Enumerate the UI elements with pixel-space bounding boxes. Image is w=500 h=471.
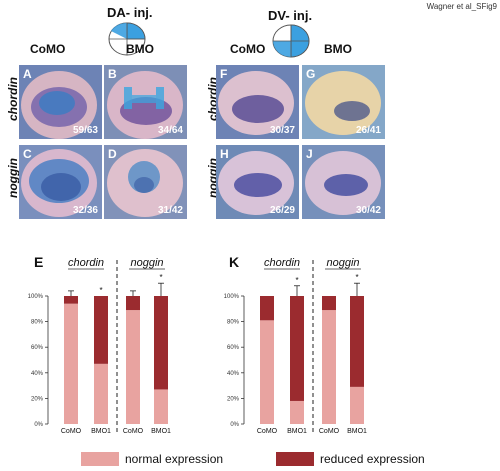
panel-ratio-a: 59/63	[72, 125, 98, 136]
embryo-image-a	[21, 71, 97, 139]
embryo-panel-f: F 30/37	[216, 65, 299, 139]
panel-ratio-h: 26/29	[269, 205, 295, 216]
panel-letter-h: H	[220, 147, 229, 161]
chart-k-group-label: noggin	[326, 257, 359, 269]
panel-letter-f: F	[220, 67, 228, 81]
chart-k-bar-reduced	[350, 296, 364, 387]
legend-label-normal: normal expression	[125, 452, 224, 466]
chart-e-y-tick-label: 20%	[31, 396, 44, 402]
panel-letter-g: G	[306, 67, 316, 81]
embryo-image-d	[107, 149, 183, 217]
right-injection-title: DV- inj.	[268, 8, 313, 23]
chart-e-y-tick-label: 100%	[28, 294, 44, 300]
chart-k-y-tick-label: 20%	[227, 396, 240, 402]
chart-e: chordin noggin 0% 20% 40% 60% 80% 100% CoMO * BMO1…	[28, 257, 171, 434]
embryo-panel-g: G 26/41	[302, 65, 385, 139]
chart-e-x-tick-label: BMO1	[151, 428, 171, 434]
chart-k-y-tick-label: 40%	[227, 371, 240, 377]
legend-swatch-normal	[81, 452, 119, 466]
chart-k-y-tick-label: 80%	[227, 320, 240, 326]
legend-swatch-reduced	[276, 452, 314, 466]
embryo-panel-h: H 26/29	[216, 145, 299, 219]
chart-e-y-tick-label: 80%	[31, 320, 44, 326]
chart-e-significance-mark: *	[99, 286, 102, 295]
panel-letter-a: A	[23, 67, 32, 81]
chart-e-y-tick-label: 40%	[31, 371, 44, 377]
chart-e-x-tick-label: CoMO	[61, 428, 82, 434]
left-group-label-bmo: BMO	[126, 42, 154, 56]
right-group-label-como: CoMO	[230, 42, 266, 56]
legend-label-reduced: reduced expression	[320, 452, 425, 466]
panel-ratio-d: 31/42	[157, 205, 183, 216]
chart-k-y-tick-label: 100%	[224, 294, 240, 300]
chart-k-significance-mark: *	[355, 273, 358, 282]
chart-e-bar-normal	[126, 310, 140, 424]
chart-e-x-tick-label: BMO1	[91, 428, 111, 434]
chart-k-x-tick-label: CoMO	[257, 428, 278, 434]
right-group-label-bmo: BMO	[324, 42, 352, 56]
embryo-image-g	[305, 71, 381, 135]
panel-letter-b: B	[108, 67, 117, 81]
chart-letter-e: E	[34, 254, 44, 270]
panel-ratio-j: 30/42	[355, 205, 381, 216]
chart-k-y-tick-label: 60%	[227, 345, 240, 351]
left-gene-label-noggin: noggin	[6, 158, 20, 198]
left-embryo-schematic	[108, 22, 146, 56]
chart-e-bar-reduced	[94, 296, 108, 364]
panel-ratio-g: 26/41	[355, 125, 381, 136]
panel-ratio-f: 30/37	[269, 125, 295, 136]
chart-k-bar-normal	[290, 400, 304, 424]
embryo-image-f	[218, 71, 294, 135]
chart-k-x-tick-label: CoMO	[319, 428, 340, 434]
panel-letter-c: C	[23, 147, 32, 161]
chart-k-x-tick-label: BMO1	[287, 428, 307, 434]
chart-k-bar-normal	[322, 310, 336, 424]
panel-letter-d: D	[108, 147, 117, 161]
chart-k-bar-normal	[260, 320, 274, 424]
chart-k-x-tick-label: BMO1	[347, 428, 367, 434]
chart-e-bar-normal	[94, 363, 108, 424]
panel-letter-j: J	[306, 147, 313, 161]
chart-k-bar-reduced	[260, 296, 274, 321]
chart-e-group-label: chordin	[68, 257, 104, 269]
figure-credit: Wagner et al_SFig9	[426, 2, 497, 11]
chart-e-group-label: noggin	[130, 257, 163, 269]
chart-e-x-tick-label: CoMO	[123, 428, 144, 434]
chart-e-bar-normal	[154, 389, 168, 424]
chart-k-y-tick-label: 0%	[230, 422, 239, 428]
chart-e-bar-reduced	[154, 296, 168, 390]
embryo-panel-c: C 32/36	[19, 145, 102, 219]
chart-e-y-tick-label: 60%	[31, 345, 44, 351]
embryo-image-j	[305, 151, 381, 215]
chart-e-significance-mark: *	[159, 273, 162, 282]
chart-k-bar-normal	[350, 386, 364, 424]
embryo-image-c	[21, 149, 97, 217]
chart-letter-k: K	[229, 254, 240, 270]
chart-e-bar-normal	[64, 303, 78, 424]
embryo-image-b	[107, 71, 183, 139]
panel-ratio-c: 32/36	[72, 205, 98, 216]
chart-e-y-tick-label: 0%	[34, 422, 43, 428]
chart-k-group-label: chordin	[264, 257, 300, 269]
embryo-panel-j: J 30/42	[302, 145, 385, 219]
embryo-panel-a: A 59/63	[19, 65, 102, 139]
embryo-image-h	[218, 151, 294, 215]
chart-k-bar-reduced	[322, 296, 336, 311]
chart-k-significance-mark: *	[295, 276, 298, 285]
right-embryo-schematic	[272, 24, 310, 58]
embryo-panel-d: D 31/42	[104, 145, 187, 219]
left-injection-title: DA- inj.	[107, 5, 153, 20]
chart-k-bar-reduced	[290, 296, 304, 401]
left-gene-label-chordin: chordin	[6, 77, 20, 121]
embryo-panel-b: B 34/64	[104, 65, 187, 139]
left-group-label-como: CoMO	[30, 42, 66, 56]
chart-k: chordin noggin 0% 20% 40% 60% 80% 100% CoMO * BMO1…	[224, 257, 367, 434]
chart-e-bar-reduced	[126, 296, 140, 311]
chart-e-bar-reduced	[64, 296, 78, 304]
panel-ratio-b: 34/64	[157, 125, 183, 136]
